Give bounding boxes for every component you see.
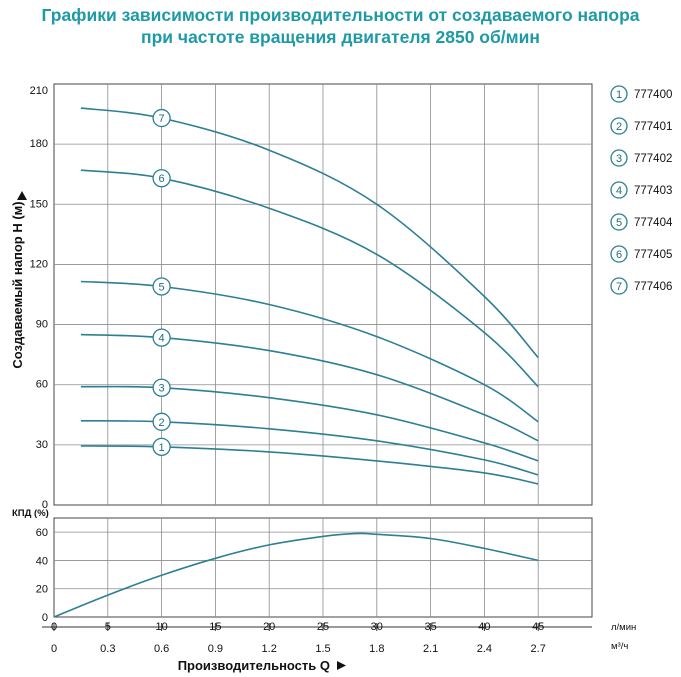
y-tick-label: 90 <box>36 319 48 331</box>
legend-marker-label-6: 6 <box>616 249 622 261</box>
efficiency-tick-label: 40 <box>36 555 48 567</box>
x-tick-label-lmin: 15 <box>209 621 221 633</box>
x-tick-label-lmin: 40 <box>478 621 490 633</box>
x-tick-label-m3h: 1.2 <box>262 643 277 655</box>
legend-marker-circle-6 <box>610 245 628 263</box>
curve-marker-label-7: 7 <box>159 113 165 125</box>
curve-marker-circle-5 <box>152 277 171 296</box>
curve-777404 <box>80 280 539 423</box>
x-tick-label-lmin: 10 <box>155 621 167 633</box>
curve-marker-label-2: 2 <box>159 417 165 429</box>
curve-marker-circle-1 <box>152 437 171 457</box>
x-unit-lmin-label: л/мин <box>611 622 636 633</box>
curve-marker-circle-6 <box>152 169 171 188</box>
x-tick-label-lmin: 0 <box>51 621 57 633</box>
curve-777405 <box>80 169 539 388</box>
y-tick-label: 60 <box>36 379 48 391</box>
legend-entry-777404: 777404 <box>634 217 673 229</box>
x-tick-label-m3h: 0 <box>51 643 57 655</box>
x-unit-m3h-label: м³/ч <box>611 641 628 652</box>
chart-title: Графики зависимости производительности о… <box>0 4 681 48</box>
legend-entry-777401: 777401 <box>634 121 672 133</box>
curve-marker-label-1: 1 <box>159 442 165 454</box>
x-axis-arrow-icon <box>337 661 346 670</box>
curve-marker-label-3: 3 <box>159 383 165 395</box>
legend-marker-circle-4 <box>610 181 628 199</box>
x-tick-label-lmin: 30 <box>371 621 383 633</box>
efficiency-curve <box>53 532 539 618</box>
curve-marker-label-6: 6 <box>159 173 165 185</box>
y-axis-label: Создаваемый напор H (м) <box>10 201 25 368</box>
legend-entry-777405: 777405 <box>634 249 672 261</box>
x-tick-label-m3h: 2.7 <box>531 643 546 655</box>
y-tick-label: 120 <box>30 258 48 270</box>
curve-marker-circle-2 <box>152 412 171 431</box>
legend-entry-777402: 777402 <box>634 153 672 165</box>
x-tick-label-lmin: 35 <box>424 621 436 633</box>
x-tick-label-m3h: 0.6 <box>154 643 169 655</box>
x-tick-label-m3h: 1.5 <box>315 643 330 655</box>
efficiency-tick-label: 0 <box>42 612 48 624</box>
legend-marker-label-3: 3 <box>616 153 622 165</box>
chart-title-line-2: при частоте вращения двигателя 2850 об/м… <box>141 27 540 47</box>
curve-marker-circle-4 <box>152 328 171 347</box>
y-tick-label: 210 <box>30 85 48 97</box>
x-tick-label-m3h: 1.8 <box>369 643 384 655</box>
legend-marker-circle-1 <box>610 85 628 103</box>
efficiency-axis-label: КПД (%) <box>12 508 49 519</box>
legend-marker-circle-7 <box>610 277 628 295</box>
legend-marker-circle-3 <box>610 149 628 167</box>
legend-marker-label-2: 2 <box>616 121 622 133</box>
y-axis-arrow-icon <box>17 191 27 200</box>
x-tick-label-m3h: 0.9 <box>208 643 223 655</box>
legend-entry-777403: 777403 <box>634 185 672 197</box>
legend-entry-777400: 777400 <box>634 89 672 101</box>
legend-marker-label-4: 4 <box>616 185 622 197</box>
x-tick-label-m3h: 0.3 <box>100 643 115 655</box>
legend-marker-label-1: 1 <box>616 89 622 101</box>
y-tick-label: 30 <box>36 439 48 451</box>
x-axis-label: Производительность Q <box>178 658 330 673</box>
x-tick-label-m3h: 2.4 <box>477 643 492 655</box>
curve-777400 <box>80 445 539 485</box>
legend-marker-label-7: 7 <box>616 281 622 293</box>
efficiency-tick-label: 20 <box>36 584 48 596</box>
curve-marker-label-5: 5 <box>159 281 165 293</box>
legend-marker-label-5: 5 <box>616 217 622 229</box>
x-tick-label-lmin: 25 <box>317 621 329 633</box>
curve-777402 <box>80 385 539 462</box>
legend-marker-circle-2 <box>610 117 628 135</box>
curve-marker-circle-3 <box>152 378 171 397</box>
y-tick-label: 0 <box>42 499 48 511</box>
legend-marker-circle-5 <box>610 213 628 231</box>
y-tick-label: 150 <box>30 198 48 210</box>
curve-marker-label-4: 4 <box>159 333 165 345</box>
legend-entry-777406: 777406 <box>634 281 672 293</box>
curve-marker-circle-7 <box>152 108 171 128</box>
efficiency-tick-label: 60 <box>36 527 48 539</box>
curve-777401 <box>80 420 539 476</box>
chart-title-line-1: Графики зависимости производительности о… <box>41 5 640 25</box>
x-tick-label-m3h: 2.1 <box>423 643 438 655</box>
x-tick-label-lmin: 45 <box>532 621 544 633</box>
x-tick-label-lmin: 5 <box>105 621 111 633</box>
y-tick-label: 180 <box>30 138 48 150</box>
x-tick-label-lmin: 20 <box>263 621 275 633</box>
